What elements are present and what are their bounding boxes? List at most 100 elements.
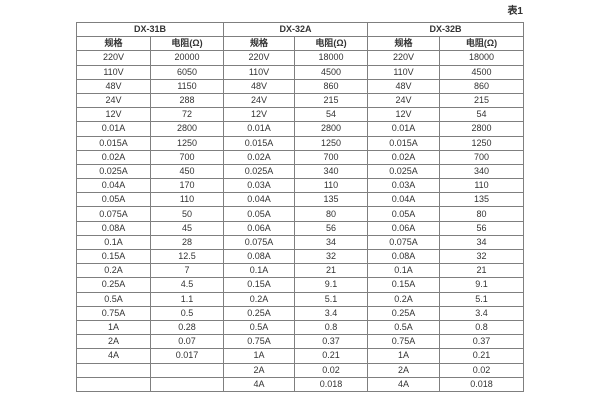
spec-cell: 110V — [367, 64, 440, 80]
resistance-cell: 50 — [150, 206, 224, 222]
spec-cell: 48V — [367, 78, 440, 94]
resistance-cell: 7 — [150, 263, 224, 279]
table-row: 0.02A 700 0.02A 700 0.02A 700 — [76, 149, 524, 165]
resistance-cell: 2800 — [294, 121, 368, 137]
spec-cell: 0.05A — [76, 192, 151, 208]
resistance-cell: 2800 — [439, 121, 524, 137]
resistance-cell: 110 — [439, 178, 524, 194]
table-row: 24V 288 24V 215 24V 215 — [76, 92, 524, 109]
resistance-cell: 56 — [439, 220, 524, 236]
sub-header-row: 规格 电阻(Ω) 规格 电阻(Ω) 规格 电阻(Ω) — [76, 36, 524, 52]
spec-cell: 12V — [76, 107, 151, 123]
spec-cell: 24V — [367, 92, 440, 109]
resistance-cell: 80 — [439, 206, 524, 222]
table-row: 4A 0.018 4A 0.018 — [76, 376, 524, 392]
resistance-cell — [150, 376, 224, 392]
spec-cell: 0.75A — [223, 334, 295, 350]
table-row: 0.75A 0.5 0.25A 3.4 0.25A 3.4 — [76, 305, 524, 321]
resistance-cell: 1250 — [150, 135, 224, 151]
spec-cell: 0.25A — [223, 305, 295, 321]
table-row: 0.25A 4.5 0.15A 9.1 0.15A 9.1 — [76, 277, 524, 293]
resistance-cell: 2800 — [150, 121, 224, 137]
resistance-cell: 700 — [294, 149, 368, 165]
resistance-cell: 45 — [150, 220, 224, 236]
spec-cell: 0.08A — [367, 248, 440, 265]
table-body: 220V 20000 220V 18000 220V 18000 110V 6050 110V 4… — [76, 50, 524, 392]
spec-cell: 0.2A — [367, 291, 440, 307]
spec-cell: 0.1A — [223, 263, 295, 279]
resistance-cell: 288 — [150, 92, 224, 109]
resistance-cell: 0.37 — [439, 334, 524, 350]
resistance-cell: 21 — [294, 263, 368, 279]
spec-cell: 0.1A — [367, 263, 440, 279]
spec-cell — [76, 362, 151, 378]
spec-cell: 4A — [367, 376, 440, 392]
resistance-cell: 80 — [294, 206, 368, 222]
table-row: 220V 20000 220V 18000 220V 18000 — [76, 50, 524, 66]
spec-cell: 220V — [76, 50, 151, 66]
spec-cell: 12V — [367, 107, 440, 123]
resistance-cell: 5.1 — [294, 291, 368, 307]
resistance-cell: 860 — [439, 78, 524, 94]
resistance-cell: 170 — [150, 178, 224, 194]
spec-cell: 0.5A — [367, 319, 440, 336]
spec-cell: 0.5A — [76, 291, 151, 307]
spec-cell: 0.06A — [367, 220, 440, 236]
resistance-cell: 0.02 — [294, 362, 368, 378]
resistance-cell: 56 — [294, 220, 368, 236]
spec-cell: 0.025A — [76, 163, 151, 180]
resistance-cell: 450 — [150, 163, 224, 180]
resistance-cell: 0.018 — [439, 376, 524, 392]
resistance-cell: 4500 — [294, 64, 368, 80]
spec-cell: 0.02A — [223, 149, 295, 165]
spec-cell: 0.15A — [223, 277, 295, 293]
resistance-cell: 21 — [439, 263, 524, 279]
table-row: 12V 72 12V 54 12V 54 — [76, 107, 524, 123]
table-caption: 表1 — [507, 6, 523, 17]
resistance-cell: 4.5 — [150, 277, 224, 293]
table-row: 0.025A 450 0.025A 340 0.025A 340 — [76, 163, 524, 180]
spec-cell: 0.15A — [76, 248, 151, 265]
resistance-cell: 0.5 — [150, 305, 224, 321]
group-header-cell: DX-32A — [223, 21, 368, 38]
resistance-cell: 700 — [439, 149, 524, 165]
resistance-cell: 54 — [294, 107, 368, 123]
resistance-cell: 215 — [439, 92, 524, 109]
resistance-cell: 9.1 — [439, 277, 524, 293]
spec-cell: 0.25A — [367, 305, 440, 321]
spec-cell: 220V — [223, 50, 295, 66]
spec-header-cell: 规格 — [223, 36, 295, 52]
spec-cell: 2A — [76, 334, 151, 350]
spec-cell: 0.5A — [223, 319, 295, 336]
resistance-cell: 32 — [294, 248, 368, 265]
resistance-cell: 34 — [294, 234, 368, 251]
spec-cell: 0.015A — [367, 135, 440, 151]
resistance-cell: 54 — [439, 107, 524, 123]
resistance-cell: 0.37 — [294, 334, 368, 350]
resistance-cell: 215 — [294, 92, 368, 109]
resistance-cell: 1250 — [294, 135, 368, 151]
resistance-cell: 0.28 — [150, 319, 224, 336]
table-row: 0.1A 28 0.075A 34 0.075A 34 — [76, 234, 524, 251]
table-row: 110V 6050 110V 4500 110V 4500 — [76, 64, 524, 80]
spec-cell: 0.075A — [76, 206, 151, 222]
table-row: 0.04A 170 0.03A 110 0.03A 110 — [76, 178, 524, 194]
resistance-cell: 1250 — [439, 135, 524, 151]
resistance-cell: 6050 — [150, 64, 224, 80]
resistance-cell: 32 — [439, 248, 524, 265]
spec-cell: 48V — [223, 78, 295, 94]
spec-cell: 0.02A — [367, 149, 440, 165]
resistance-header-cell: 电阻(Ω) — [439, 36, 524, 52]
spec-cell: 0.05A — [223, 206, 295, 222]
spec-cell: 0.015A — [76, 135, 151, 151]
spec-cell: 0.04A — [76, 178, 151, 194]
spec-cell: 0.02A — [76, 149, 151, 165]
resistance-cell: 4500 — [439, 64, 524, 80]
spec-cell: 1A — [223, 348, 295, 364]
table-row: 48V 1150 48V 860 48V 860 — [76, 78, 524, 94]
resistance-cell: 110 — [150, 192, 224, 208]
resistance-cell: 18000 — [439, 50, 524, 66]
group-header-cell: DX-31B — [76, 21, 224, 38]
table-row: 0.075A 50 0.05A 80 0.05A 80 — [76, 206, 524, 222]
